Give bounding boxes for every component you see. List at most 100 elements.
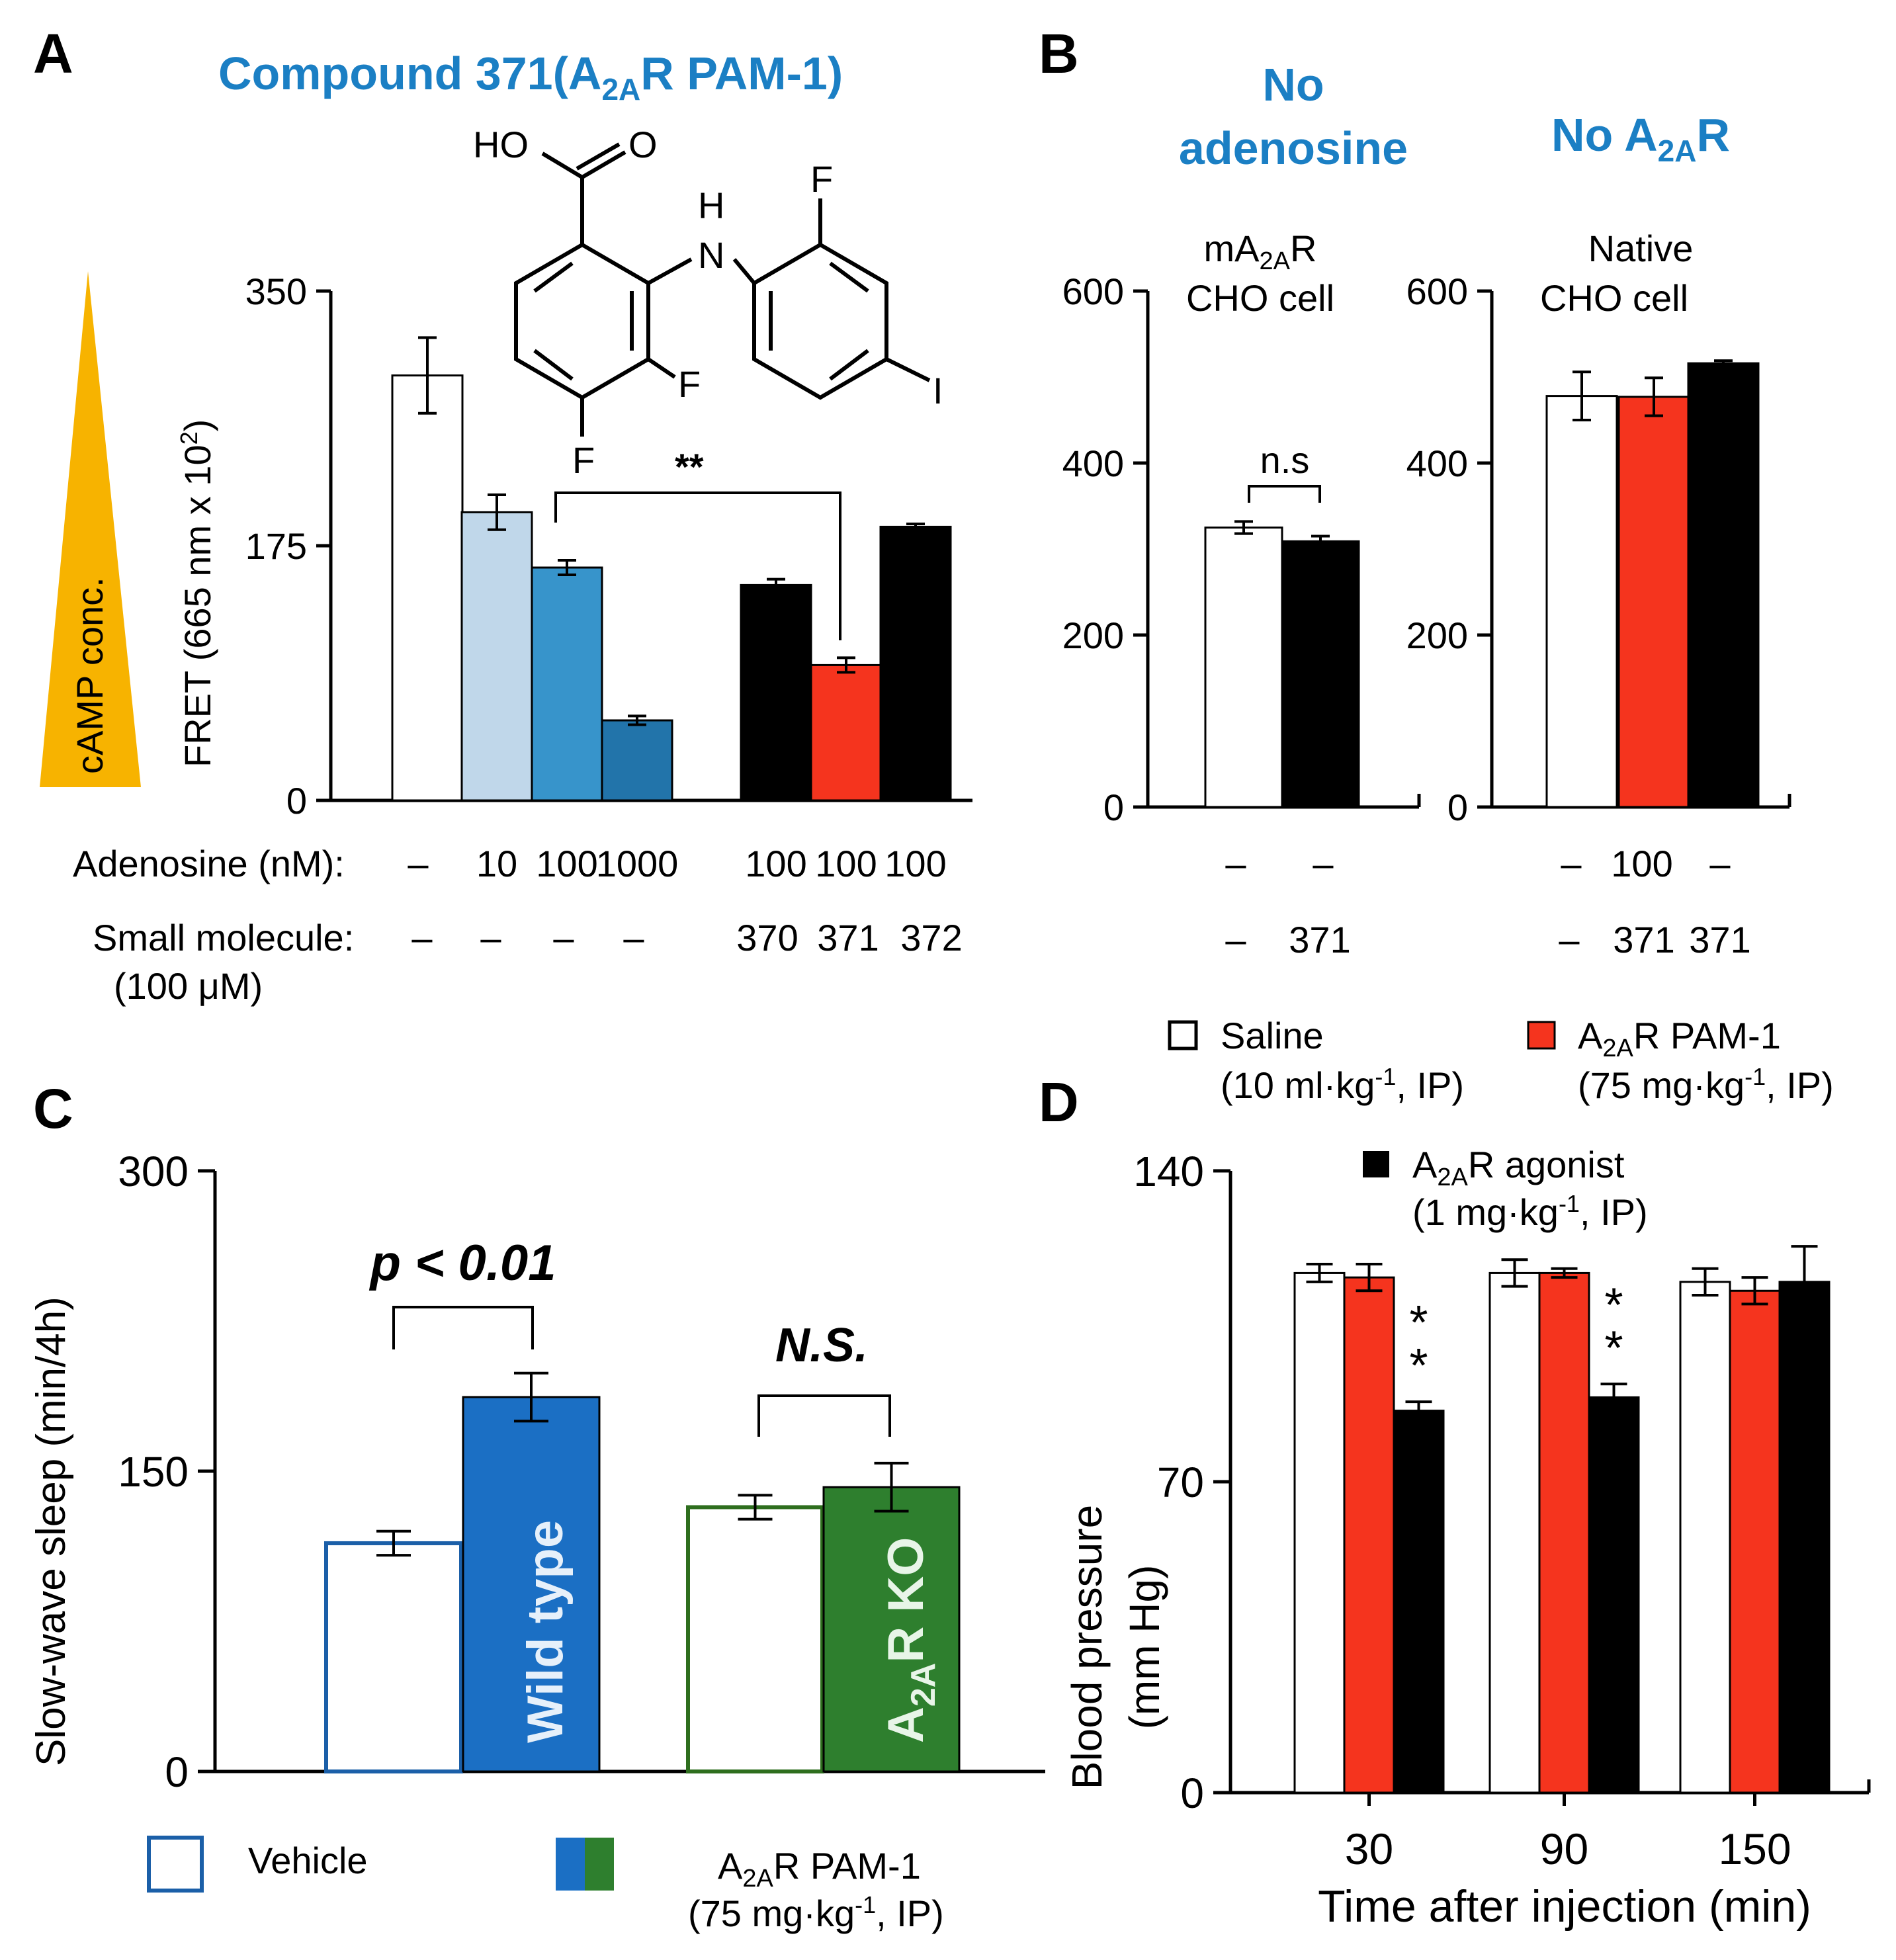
chart-d-significance-star: * [1409, 1340, 1428, 1392]
chart-a-bar-error-bar [767, 577, 785, 593]
panel-b-cell-right-2: CHO cell [1540, 277, 1688, 319]
panel-b-right-row2-value: 371 [1689, 919, 1750, 960]
legend-pam-d-swatch [1527, 1021, 1556, 1050]
panel-b-right-row2-value: – [1559, 919, 1580, 960]
chart-c-bar-vehicle-wt [324, 1541, 463, 1773]
chart-c-tick-label: 300 [118, 1148, 189, 1195]
chart-a-tick-label: 350 [245, 271, 307, 312]
structure-label-f2: F [810, 158, 833, 200]
row1-value: 100 [745, 843, 806, 884]
panel-b-ns-bracket [1248, 485, 1321, 503]
chart-d-tick-label: 0 [1180, 1769, 1204, 1817]
legend-vehicle-label: Vehicle [248, 1840, 368, 1881]
panel-b-cell-left-2: CHO cell [1186, 277, 1334, 319]
chart-b-right-tick-label: 600 [1406, 271, 1468, 312]
structure-label-f3: F [572, 439, 595, 481]
chart-c-bar-vehicle-ko [686, 1505, 824, 1773]
chart-a-bar [391, 374, 464, 802]
chart-c-bar-pam-wt-error-bar [514, 1371, 548, 1423]
panel-b-left-row1-value: – [1225, 843, 1246, 884]
legend-agonist-swatch [1363, 1151, 1389, 1177]
panel-d-label: D [1039, 1071, 1079, 1133]
panel-c-ko-label: A2AR KO [878, 1537, 943, 1743]
panel-b-title-left-1: No [1262, 59, 1324, 110]
row1-value: 1000 [596, 843, 679, 884]
row1-value: 100 [536, 843, 597, 884]
panel-b-title-left-2: adenosine [1179, 122, 1408, 174]
structure-label-i: I [933, 370, 943, 411]
row1-value: 100 [884, 843, 946, 884]
chart-c-tick-label: 150 [118, 1448, 189, 1496]
row2-value: 370 [736, 917, 798, 959]
row2-sub: (100 μM) [114, 965, 263, 1007]
chart-b-left: 0 200 400 600 [1062, 271, 1421, 828]
panel-c: C Slow-wave sleep (min/4h) 0 150 300 p < 0… [28, 1078, 1045, 1934]
chart-b-left-bar-error-bar [1234, 520, 1253, 535]
panel-b: B No adenosine No A2AR mA2AR CHO cell Na… [1039, 22, 1791, 960]
chart-b-right-bar [1545, 395, 1618, 808]
chart-c-bar-vehicle-wt-error-bar [376, 1529, 411, 1557]
panel-b-left-row2-value: – [1225, 919, 1246, 960]
legend-agonist-label: A2AR agonist [1412, 1144, 1625, 1191]
panel-b-left-row1-value: – [1313, 843, 1334, 884]
legend-pam-swatch-blue [556, 1838, 585, 1891]
chart-a-bar [879, 525, 952, 802]
structure-label-ho: HO [473, 124, 529, 165]
chart-d-bar [1588, 1396, 1640, 1794]
panel-a: A Compound 371(A2AR PAM-1) cAMP conc. FR… [33, 22, 972, 1007]
legend-vehicle-swatch [147, 1836, 204, 1893]
chart-d-bar [1343, 1276, 1395, 1794]
panel-b-right-row1-value: 100 [1611, 843, 1672, 884]
chart-d-significance-star: * [1604, 1322, 1623, 1375]
panel-a-bracket [554, 491, 841, 640]
row2-value: – [411, 917, 433, 959]
chart-c-bar-pam-ko [822, 1486, 961, 1773]
panel-b-label: B [1039, 22, 1079, 85]
chart-b-left-tick-label: 600 [1062, 271, 1124, 312]
chart-b-right-tick-label: 400 [1406, 443, 1468, 484]
chart-b-right-tick-label: 200 [1406, 615, 1468, 656]
chart-d-bar [1293, 1271, 1346, 1794]
chart-c: 0 150 300 [118, 1148, 1045, 1796]
panel-d-ylabel-2: (mm Hg) [1121, 1565, 1168, 1730]
camp-triangle [40, 271, 141, 787]
chart-b-left-tick-label: 200 [1062, 615, 1124, 656]
chart-a-bar-error-bar [418, 336, 437, 415]
chart-d-significance-star: * [1604, 1279, 1623, 1332]
chart-d-category-label: 30 [1345, 1824, 1393, 1873]
panel-c-ylabel: Slow-wave sleep (min/4h) [28, 1297, 74, 1766]
panel-d: D Saline (10 ml·kg-1, IP) A2AR PAM-1 (75… [1039, 1015, 1871, 1932]
compound-371-structure [514, 142, 931, 437]
chart-d-bar [1393, 1410, 1445, 1794]
legend-pam-dose: (75 mg·kg-1, IP) [688, 1891, 944, 1934]
chart-a-bar-error-bar [488, 493, 506, 531]
chart-d-bar [1538, 1271, 1590, 1794]
chart-d-bar [1488, 1271, 1541, 1794]
chart-d-bar-error-bar [1306, 1263, 1333, 1283]
chart-b-left-tick-label: 0 [1103, 787, 1124, 828]
chart-b-left-bar [1204, 527, 1283, 808]
chart-a-bar-error-bar [837, 656, 855, 674]
panel-c-ns-label: N.S. [775, 1319, 868, 1372]
chart-d-bar-error-bar [1501, 1258, 1528, 1288]
row2-value: – [553, 917, 574, 959]
row2-value: 372 [900, 917, 962, 959]
camp-triangle-label: cAMP conc. [69, 577, 110, 774]
legend-pam-d-label: A2AR PAM-1 [1578, 1015, 1781, 1062]
chart-b-left-bar-error-bar [1311, 534, 1330, 548]
structure-label-o: O [628, 124, 658, 165]
chart-b-left-bar [1281, 540, 1360, 808]
chart-a-bar [740, 583, 812, 802]
legend-pam-label: A2AR PAM-1 [718, 1845, 921, 1893]
chart-a-bar-error-bar [628, 714, 646, 726]
panel-a-significance: ** [675, 446, 704, 488]
row2-label: Small molecule: [93, 917, 354, 959]
panel-c-p-label: p < 0.01 [369, 1235, 556, 1291]
panel-b-cell-right-1: Native [1588, 228, 1694, 269]
chart-c-bar-pam-wt [462, 1396, 601, 1773]
panel-a-title: Compound 371(A2AR PAM-1) [218, 48, 843, 107]
chart-d-bar-error-bar [1600, 1383, 1627, 1412]
chart-a-bar-error-bar [558, 559, 576, 576]
